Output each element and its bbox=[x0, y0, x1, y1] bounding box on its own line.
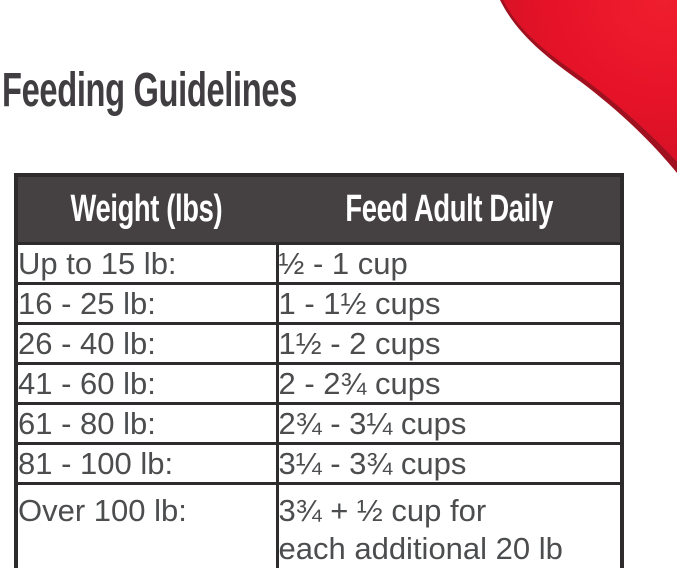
table-row-61-80: 61 - 80 lb: 2¾ - 3¼ cups bbox=[14, 401, 624, 445]
column-header-weight: Weight (lbs) bbox=[14, 173, 279, 245]
feed-cell: ½ - 1 cup bbox=[275, 241, 624, 285]
feed-cell-line-1: 3¾ + ½ cup for bbox=[278, 492, 487, 528]
table-row-81-100: 81 - 100 lb: 3¼ - 3¾ cups bbox=[14, 441, 624, 485]
weight-cell: 41 - 60 lb: bbox=[14, 361, 279, 405]
table-row-26-40: 26 - 40 lb: 1½ - 2 cups bbox=[14, 321, 624, 365]
weight-cell: 26 - 40 lb: bbox=[14, 321, 279, 365]
weight-cell: Over 100 lb: bbox=[14, 481, 279, 568]
feed-cell: 1½ - 2 cups bbox=[275, 321, 624, 365]
page-title: Feeding Guidelines bbox=[2, 67, 436, 115]
table-row-16-25: 16 - 25 lb: 1 - 1½ cups bbox=[14, 281, 624, 325]
table-header-row: Weight (lbs) Feed Adult Daily bbox=[14, 173, 624, 245]
feed-cell: 2 - 2¾ cups bbox=[275, 361, 624, 405]
feeding-guidelines-table: Weight (lbs) Feed Adult Daily Up to 15 l… bbox=[14, 173, 624, 568]
red-corner-swoosh-decoration bbox=[500, 0, 677, 173]
weight-cell: 16 - 25 lb: bbox=[14, 281, 279, 325]
swoosh-body bbox=[503, 0, 677, 162]
feed-cell: 3¼ - 3¾ cups bbox=[275, 441, 624, 485]
weight-cell: 81 - 100 lb: bbox=[14, 441, 279, 485]
weight-cell: Up to 15 lb: bbox=[14, 241, 279, 285]
feed-cell: 1 - 1½ cups bbox=[275, 281, 624, 325]
feed-cell: 3¾ + ½ cup for each additional 20 lb bbox=[275, 481, 624, 568]
table-row-over-100: Over 100 lb: 3¾ + ½ cup for each additio… bbox=[14, 481, 624, 568]
feed-cell-line-2: each additional 20 lb bbox=[278, 530, 563, 566]
feed-cell: 2¾ - 3¼ cups bbox=[275, 401, 624, 445]
column-header-feed-adult-daily: Feed Adult Daily bbox=[275, 173, 624, 245]
table-row-41-60: 41 - 60 lb: 2 - 2¾ cups bbox=[14, 361, 624, 405]
weight-cell: 61 - 80 lb: bbox=[14, 401, 279, 445]
page-title-text: Feeding Guidelines bbox=[2, 64, 297, 117]
table-row-up-to-15: Up to 15 lb: ½ - 1 cup bbox=[14, 241, 624, 285]
